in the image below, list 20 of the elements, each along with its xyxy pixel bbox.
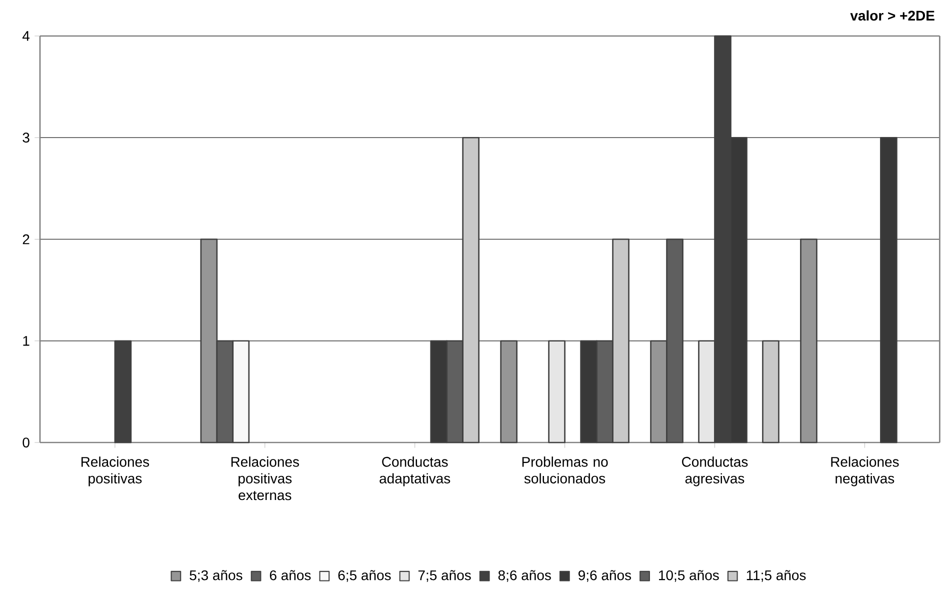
- y-tick-label: 3: [22, 132, 30, 143]
- legend-label: 9;6 años: [578, 570, 632, 582]
- legend-label: 10;5 años: [659, 570, 719, 582]
- legend-label: 6;5 años: [338, 570, 391, 582]
- x-tick-label: Problemas no solucionados: [522, 456, 608, 484]
- legend-label: 7;5 años: [418, 570, 471, 582]
- legend-label: 5;3 años: [190, 570, 242, 582]
- legend-label: 6 años: [270, 570, 311, 580]
- chart-title: valor > +2DE: [850, 10, 934, 21]
- y-tick-label: 4: [22, 31, 30, 41]
- x-tick-label: Relaciones negativas: [831, 456, 899, 486]
- x-tick-label: Relaciones positivas externas: [231, 456, 299, 500]
- y-tick-label: 0: [22, 438, 30, 448]
- y-tick-label: 2: [22, 234, 30, 244]
- x-tick-label: Relaciones positivas: [81, 456, 150, 486]
- legend-label: 11;5 años: [746, 570, 806, 582]
- legend-label: 8;6 años: [498, 570, 551, 582]
- x-tick-label: Conductas agresivas: [682, 456, 748, 486]
- y-tick-label: 1: [23, 336, 30, 346]
- x-tick-label: Conductas adaptativas: [380, 456, 450, 486]
